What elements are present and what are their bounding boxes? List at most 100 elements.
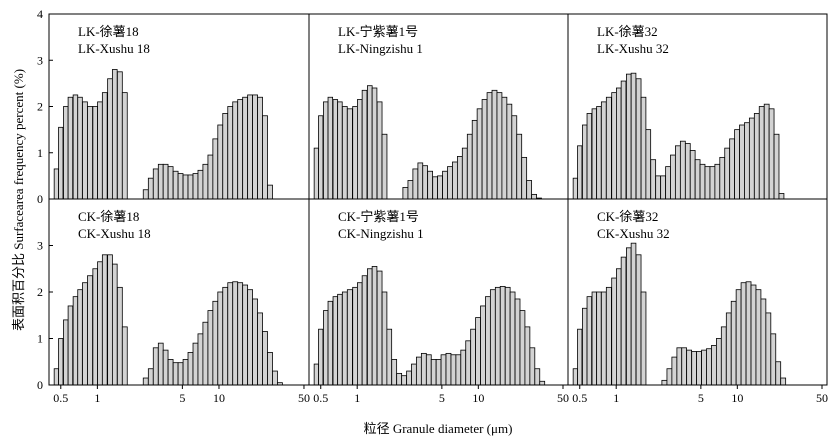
bar [640,96,647,200]
bar [357,99,363,200]
y-tick-label: 1 [37,146,43,160]
panel-3: LK-徐薯32 LK-Xushu 32 [567,13,828,200]
bar [162,349,169,386]
bar [616,87,622,200]
bar [337,101,343,200]
bar [371,266,378,386]
bar [716,338,722,386]
bar [237,99,244,200]
bar [63,319,69,386]
bar [142,377,149,386]
bar [147,368,154,386]
bar [82,282,88,386]
bar [232,101,239,200]
panel-1: LK-徐薯18 LK-Xushu 18 [48,13,310,200]
bar [417,162,424,200]
bar [242,96,249,200]
bar [172,170,179,200]
bar [430,359,437,386]
x-tick-label: 0.5 [53,391,68,405]
bar [534,368,541,386]
bar [719,156,726,200]
bar [596,106,602,200]
bar [763,103,770,200]
bar [352,106,358,200]
bar [699,163,706,200]
y-tick-label: 2 [37,285,43,299]
bar [187,174,194,200]
bar [450,354,457,386]
bar [670,154,676,200]
bar [586,296,593,386]
bar [415,356,422,386]
bar [740,282,747,386]
bar [572,177,578,200]
bar [97,261,103,386]
bar [760,298,767,386]
bar [447,166,453,200]
bar [586,113,593,200]
bar [611,277,617,386]
bar [237,282,244,386]
bar [596,291,602,386]
bar [247,94,253,200]
bar [519,310,526,386]
bar [626,247,632,386]
bar [142,189,149,200]
bar [92,106,98,200]
bar [386,328,393,386]
bar [511,115,518,200]
panel-4: CK-徐薯18 CK-Xushu 18 [48,198,310,389]
bar [689,150,696,200]
bar [635,78,642,200]
bar [655,175,662,200]
bar [262,331,268,386]
bar [531,193,537,200]
bar [514,298,521,386]
bar [466,133,473,200]
bar [591,108,598,200]
bar [411,363,417,386]
panel-5: CK-宁紫薯1号 CK-Ningzishu 1 [308,198,569,389]
bar [111,263,118,386]
x-tick-label: 50 [816,391,828,405]
panel-label-line1: CK-宁紫薯1号 [338,209,419,224]
bar [267,352,273,386]
panel-label-line1: CK-徐薯32 [597,209,658,224]
bar [489,289,496,386]
bar [526,180,533,200]
bar [212,300,219,386]
bar [460,349,467,386]
bar [422,165,428,200]
bar [686,349,693,386]
bar [92,268,98,386]
bar [227,282,234,386]
panel-6: CK-徐薯32 CK-Xushu 32 [567,198,828,389]
bar [402,187,409,200]
bar [611,92,617,200]
bar [773,133,780,200]
bar [775,361,782,386]
x-tick-label: 50 [557,391,569,405]
bar [725,312,732,386]
bar [501,96,508,200]
bar [187,352,194,386]
bar [366,268,373,386]
bar [780,377,787,386]
x-tick-label: 1 [94,391,100,405]
bar [485,296,491,386]
bar [635,254,642,386]
bar [524,326,531,386]
bar [107,254,113,386]
bar [711,345,717,386]
bar [729,138,735,200]
bar [694,159,701,200]
bar [456,156,463,200]
x-tick-label: 0.5 [313,391,328,405]
bar [121,92,128,200]
panel-label-line2: CK-Xushu 32 [597,226,670,241]
bar [445,352,452,386]
bar [172,362,179,386]
bar [167,359,174,386]
bar [499,286,506,386]
